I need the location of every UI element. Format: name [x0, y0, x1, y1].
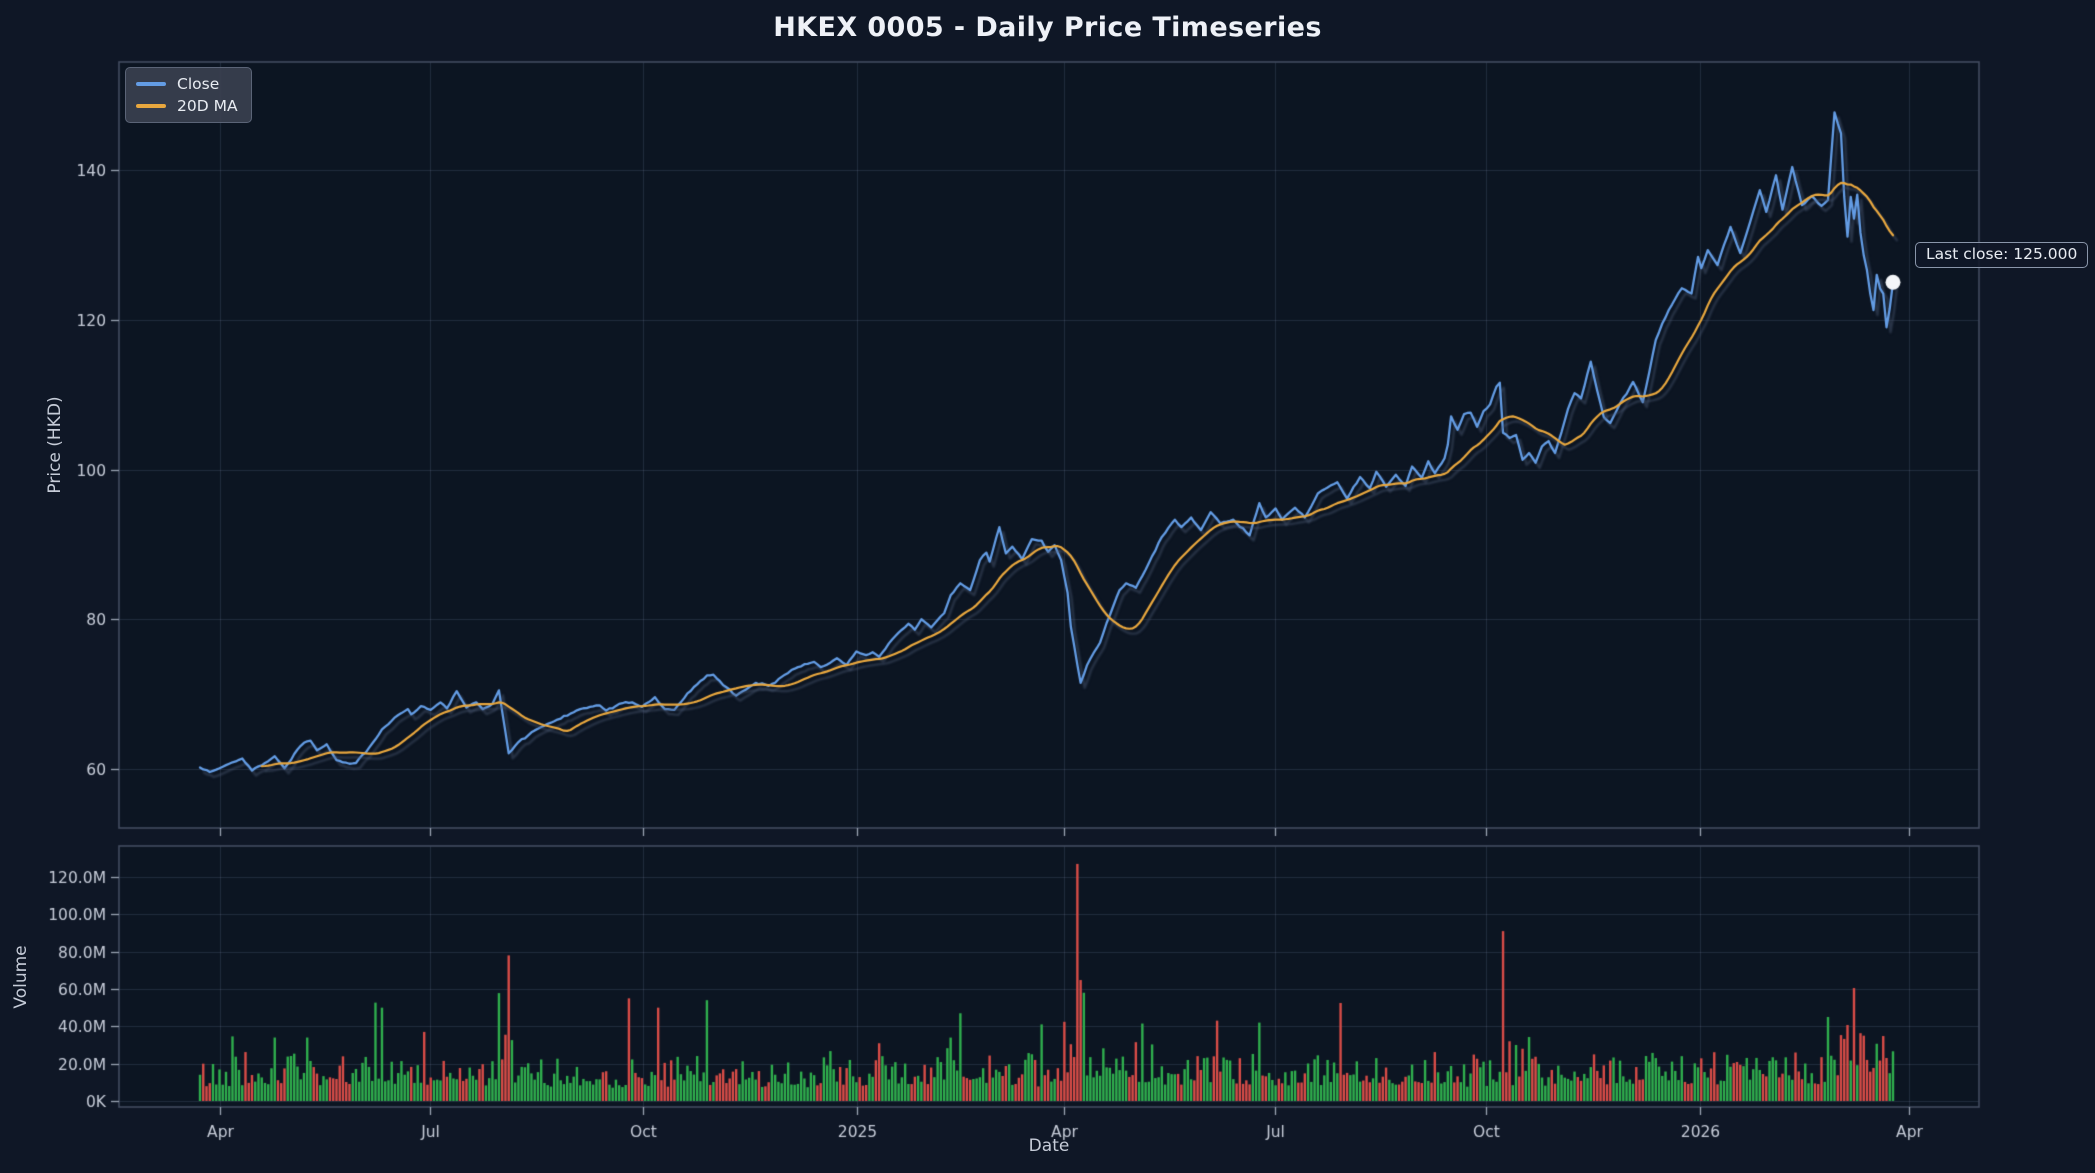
legend-label-close: Close	[177, 75, 220, 93]
legend: Close 20D MA	[125, 67, 252, 123]
price-y-axis-label: Price (HKD)	[45, 396, 65, 494]
ma-line-swatch	[136, 104, 166, 108]
volume-y-axis-label: Volume	[11, 945, 31, 1009]
close-line-swatch	[136, 82, 166, 86]
x-axis-label: Date	[1028, 1136, 1070, 1156]
last-close-annotation: Last close: 125.000	[1915, 242, 2089, 268]
legend-entry-ma: 20D MA	[136, 97, 238, 115]
legend-entry-close: Close	[136, 75, 238, 93]
legend-label-ma: 20D MA	[177, 97, 238, 115]
chart-title: HKEX 0005 - Daily Price Timeseries	[773, 12, 1322, 43]
